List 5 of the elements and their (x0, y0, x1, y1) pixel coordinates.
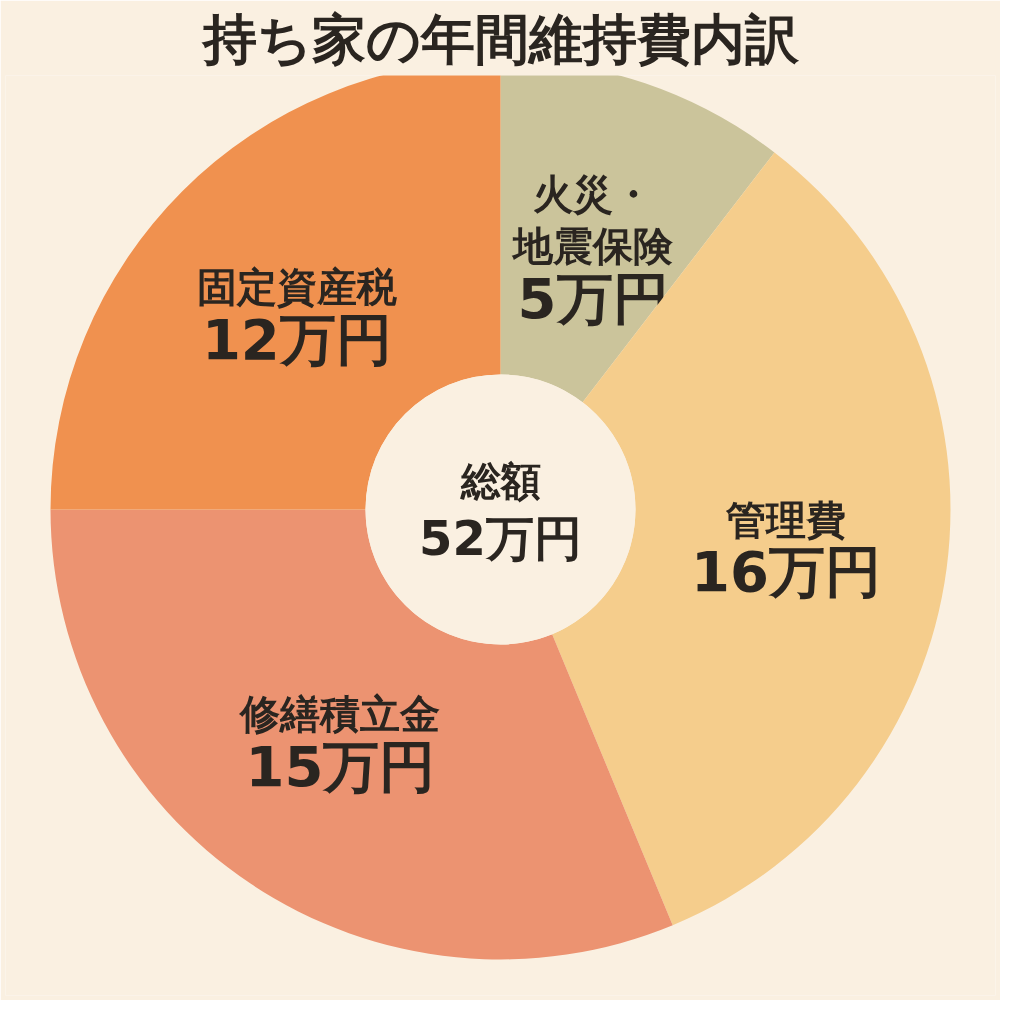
chart-title: 持ち家の年間維持費内訳 (200, 7, 800, 71)
slice-label: 修繕積立金 (238, 691, 441, 738)
slice-label: 管理費 (725, 496, 847, 543)
slice-label: 火災・地震保険 (511, 171, 675, 270)
text: 総額 52万円 (419, 458, 582, 566)
